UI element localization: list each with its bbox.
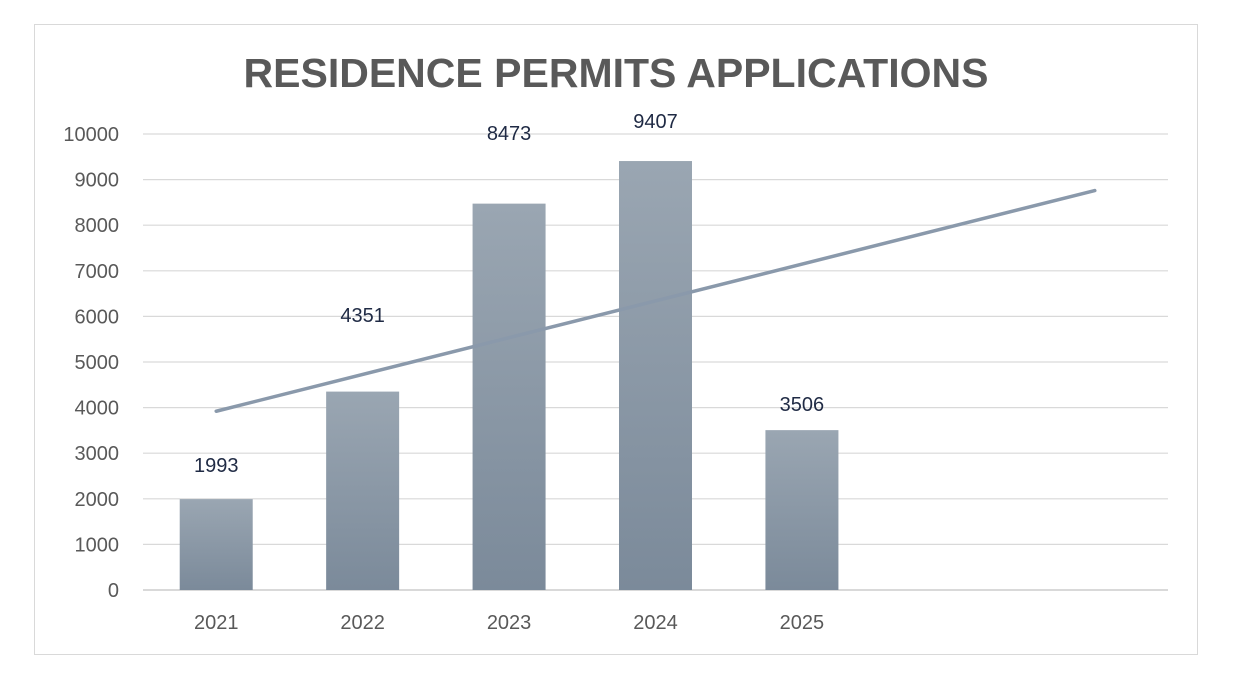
y-tick-label: 3000 bbox=[75, 443, 120, 465]
y-tick-label: 4000 bbox=[75, 398, 120, 420]
bars bbox=[179, 161, 839, 590]
y-tick-label: 1000 bbox=[75, 534, 120, 556]
x-tick-label: 2023 bbox=[487, 612, 532, 634]
x-tick-label: 2021 bbox=[194, 612, 239, 634]
y-tick-label: 6000 bbox=[75, 306, 120, 328]
chart-title: RESIDENCE PERMITS APPLICATIONS bbox=[244, 50, 989, 96]
y-tick-label: 5000 bbox=[75, 352, 120, 374]
y-tick-label: 10000 bbox=[63, 124, 119, 146]
trendline-group bbox=[214, 188, 1097, 413]
bar bbox=[765, 430, 839, 590]
bar bbox=[326, 391, 400, 590]
bar bbox=[472, 203, 546, 590]
data-labels: 1993 4351 8473 9407 3506 bbox=[194, 111, 824, 477]
data-label: 4351 bbox=[340, 305, 385, 327]
data-label: 3506 bbox=[780, 394, 825, 416]
y-axis-tick-labels: 0 1000 2000 3000 4000 5000 6000 7000 8000 9000 100… bbox=[63, 124, 119, 602]
y-tick-label: 9000 bbox=[75, 170, 120, 192]
bar bbox=[619, 161, 692, 590]
y-tick-label: 7000 bbox=[75, 261, 120, 283]
data-label: 9407 bbox=[633, 111, 678, 133]
x-axis-tick-labels: 2021 2022 2023 2024 2025 bbox=[194, 612, 824, 634]
y-tick-label: 8000 bbox=[75, 215, 120, 237]
x-tick-label: 2025 bbox=[780, 612, 825, 634]
x-tick-label: 2022 bbox=[340, 612, 385, 634]
trendline bbox=[214, 188, 1097, 413]
y-tick-label: 2000 bbox=[75, 489, 120, 511]
y-tick-label: 0 bbox=[108, 580, 119, 602]
bar bbox=[179, 499, 253, 590]
data-label: 8473 bbox=[487, 123, 532, 145]
x-tick-label: 2024 bbox=[633, 612, 678, 634]
data-label: 1993 bbox=[194, 455, 239, 477]
